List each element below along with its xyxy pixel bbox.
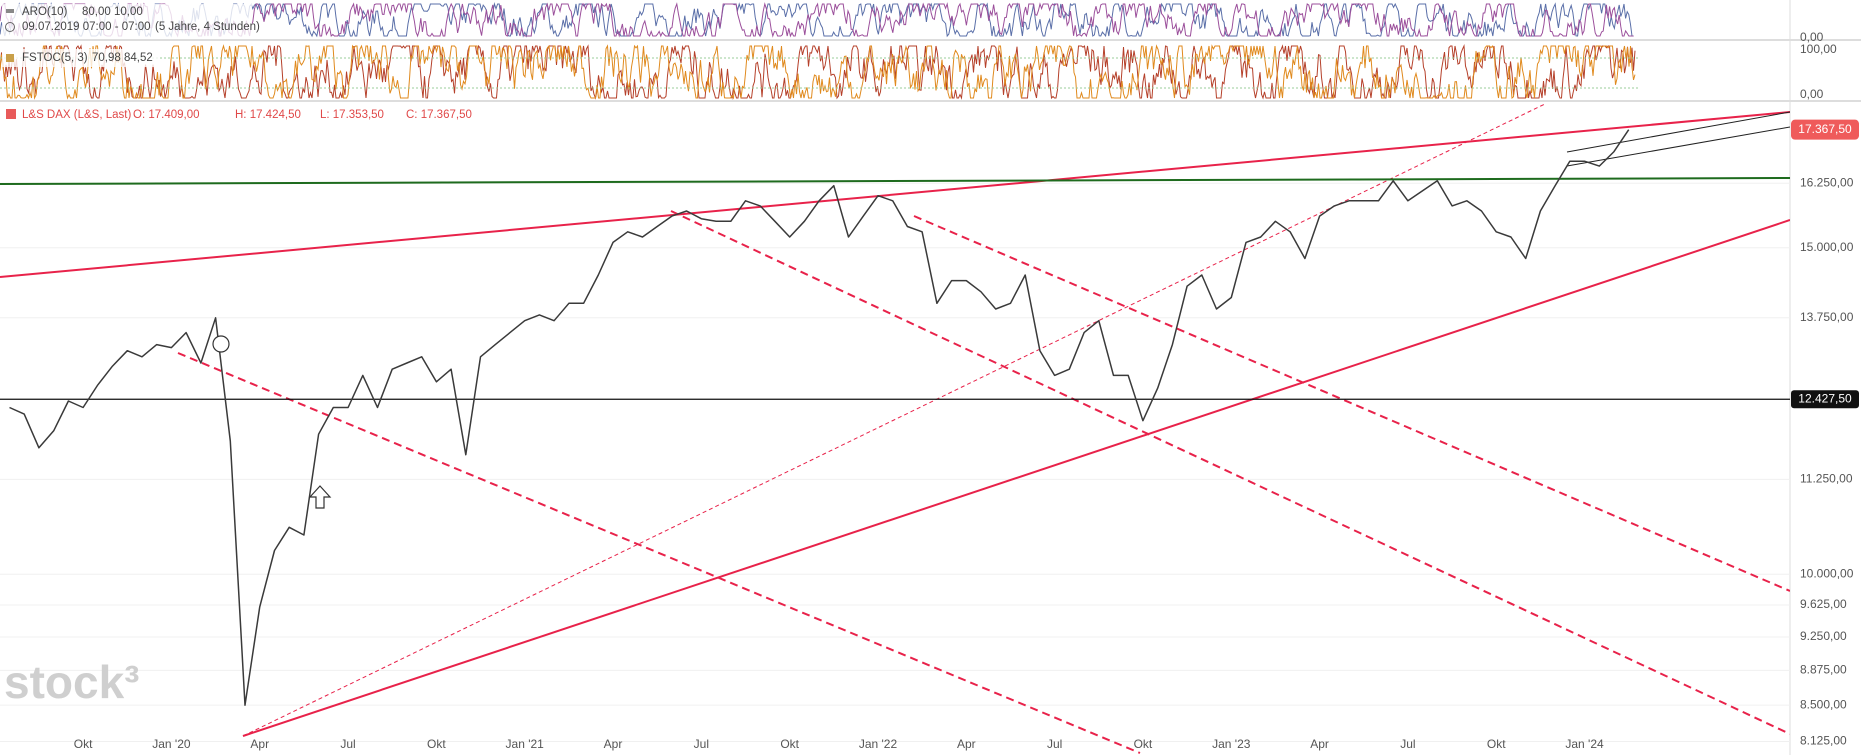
- plot-area: [0, 104, 1790, 754]
- marker-circle: [212, 335, 230, 353]
- x-tick-label: Apr: [250, 737, 269, 751]
- icon: [6, 109, 16, 119]
- x-tick-label: Apr: [1310, 737, 1329, 751]
- trendline: [913, 215, 1790, 592]
- y-tick-label: 10.000,00: [1800, 566, 1854, 580]
- trendline: [242, 219, 1790, 737]
- x-tick-label: Jan '20: [152, 737, 191, 751]
- trendline: [670, 210, 1790, 735]
- icon: [6, 54, 14, 62]
- header-bg: [2, 4, 252, 38]
- chart-title: L&S DAX (L&S, Last): [22, 109, 131, 121]
- x-tick-label: Okt: [1487, 737, 1506, 751]
- y-tick-label: 9.250,00: [1800, 629, 1847, 643]
- fstoc-values: 70,98 84,52: [92, 52, 153, 64]
- arrow-icon: [308, 485, 332, 509]
- ohlc-high: H: 17.424,50: [235, 109, 301, 121]
- indicator-line: [0, 44, 1636, 100]
- y-tick-label: 8.125,00: [1800, 734, 1847, 748]
- reference-label: 12.427,50: [1798, 391, 1852, 405]
- price-line: [9, 129, 1630, 706]
- reference-label-box: [1791, 390, 1859, 409]
- trendline: [242, 104, 1547, 737]
- indicator-line: [0, 44, 1636, 100]
- ohlc-open: O: 17.409,00: [133, 109, 200, 121]
- x-tick-label: Okt: [1134, 737, 1153, 751]
- indicator-panels: [0, 2, 1640, 100]
- ohlc-low: L: 17.353,50: [320, 109, 384, 121]
- y-tick-label: 8.875,00: [1800, 663, 1847, 677]
- x-tick-label: Jul: [1047, 737, 1062, 751]
- range: (5 Jahre, 4 Stunden): [155, 21, 260, 33]
- y-tick-label: 9.625,00: [1800, 597, 1847, 611]
- x-tick-label: Jul: [1400, 737, 1415, 751]
- y-tick-label: 16.250,00: [1800, 175, 1854, 189]
- support-line: [0, 177, 1790, 185]
- last-price-box: [1791, 119, 1859, 140]
- indicator-line: [0, 2, 1634, 38]
- x-tick-label: Jul: [340, 737, 355, 751]
- trendline: [0, 111, 1790, 278]
- x-tick-label: Okt: [780, 737, 799, 751]
- ohlc-close: C: 17.367,50: [406, 109, 472, 121]
- header-bg: [2, 49, 158, 67]
- clock-icon: [5, 22, 15, 32]
- aro-label: ARO(10): [22, 6, 68, 18]
- indicator-line: [0, 2, 1634, 38]
- x-tick-label: Jul: [694, 737, 709, 751]
- y-tick-label: 13.750,00: [1800, 310, 1854, 324]
- trendline: [177, 352, 1141, 754]
- x-tick-label: Apr: [957, 737, 976, 751]
- indicator-axis-label: 100,00: [1800, 42, 1837, 56]
- last-price-label: 17.367,50: [1798, 122, 1852, 136]
- fstoc-label: FSTOC(5, 3): [22, 52, 88, 64]
- x-tick-label: Jan '21: [506, 737, 545, 751]
- indicator-axis-label: 0,00: [1800, 87, 1824, 101]
- watermark: stock³: [4, 656, 139, 708]
- period: 09.07.2019 07:00 - 07:00: [22, 21, 151, 33]
- icon: [6, 9, 14, 13]
- x-tick-label: Okt: [427, 737, 446, 751]
- overlay: 8.125,00 8.500,00 8.875,00 9.250,00 9.625,00…: [74, 119, 1859, 751]
- channel-line: [1566, 111, 1790, 153]
- x-tick-label: Jan '22: [859, 737, 898, 751]
- channel-line: [1566, 126, 1790, 167]
- x-tick-label: Apr: [604, 737, 623, 751]
- x-tick-label: Jan '23: [1212, 737, 1251, 751]
- aro-values: 80,00 10,00: [82, 6, 143, 18]
- indicator-axis-label: 0,00: [1800, 30, 1824, 44]
- y-tick-label: 8.500,00: [1800, 697, 1847, 711]
- x-tick-label: Jan '24: [1565, 737, 1604, 751]
- y-tick-label: 11.250,00: [1800, 472, 1853, 486]
- y-tick-label: 15.000,00: [1800, 240, 1854, 254]
- x-tick-label: Okt: [74, 737, 93, 751]
